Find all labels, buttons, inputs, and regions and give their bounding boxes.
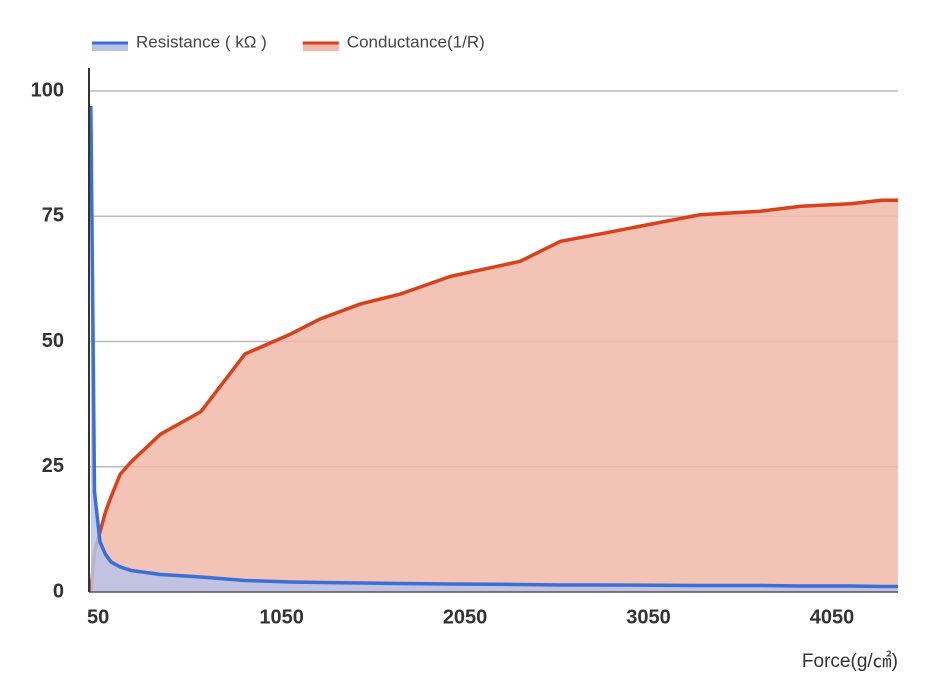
- x-tick-label: 4050: [810, 606, 855, 628]
- x-tick-label: 2050: [443, 606, 488, 628]
- legend-label: Resistance ( kΩ ): [136, 32, 267, 51]
- legend-swatch: [92, 43, 128, 51]
- x-tick-label: 50: [87, 606, 109, 628]
- area: [90, 200, 898, 592]
- legend-label: Conductance(1/R): [347, 32, 485, 51]
- y-tick-label: 25: [42, 455, 64, 477]
- x-axis-label: Force(g/㎠): [802, 649, 898, 672]
- y-tick-label: 50: [42, 330, 64, 352]
- y-tick-label: 100: [31, 79, 64, 101]
- x-tick-label: 1050: [259, 606, 304, 628]
- line: [89, 106, 898, 589]
- x-tick-label: 3050: [626, 606, 671, 628]
- y-tick-label: 75: [42, 205, 64, 227]
- legend-swatch: [302, 43, 339, 51]
- line: [89, 198, 898, 593]
- y-tick-label: 0: [53, 580, 64, 602]
